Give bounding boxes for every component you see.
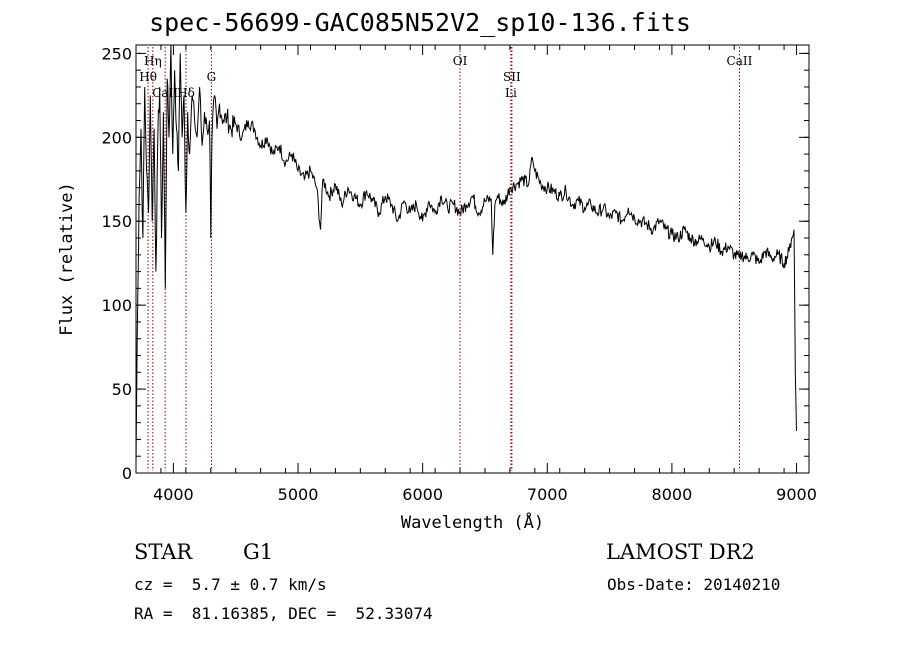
y-tick-label: 250 [101, 44, 132, 63]
spectral-line-label: OI [453, 54, 468, 68]
redshift-text: cz = 5.7 ± 0.7 km/s [134, 575, 327, 594]
x-tick-label: 5000 [278, 485, 319, 504]
spectrum-line [135, 44, 797, 465]
y-tick-label: 150 [101, 212, 132, 231]
spectral-line-label: Hθ [139, 70, 157, 84]
survey-label: LAMOST DR2 [606, 540, 755, 564]
y-axis-label: Flux (relative) [57, 182, 77, 336]
spectral-line-label: Hη [144, 54, 162, 68]
x-axis-label: Wavelength (Å) [401, 511, 544, 533]
x-tick-label: 6000 [402, 485, 443, 504]
object-class: STAR [134, 540, 193, 564]
y-tick-label: 200 [101, 128, 132, 147]
y-tick-label: 100 [101, 296, 132, 315]
coordinates: RA = 81.16385, DEC = 52.33074 [134, 604, 433, 623]
obs-date: Obs-Date: 20140210 [607, 575, 781, 594]
x-tick-label: 7000 [527, 485, 568, 504]
object-subclass: G1 [243, 540, 274, 564]
x-tick-label: 4000 [153, 485, 194, 504]
spectral-line-label: Li [505, 86, 517, 100]
y-tick-label: 0 [122, 464, 132, 483]
x-tick-label: 8000 [652, 485, 693, 504]
y-tick-label: 50 [112, 380, 132, 399]
spectral-line-label: SII [503, 70, 521, 84]
x-tick-label: 9000 [776, 485, 817, 504]
spectral-line-label: CaII [727, 54, 753, 68]
chart-title: spec-56699-GAC085N52V2_sp10-136.fits [149, 8, 691, 37]
plot-frame [135, 44, 810, 474]
spectral-line-label: G [207, 70, 217, 84]
